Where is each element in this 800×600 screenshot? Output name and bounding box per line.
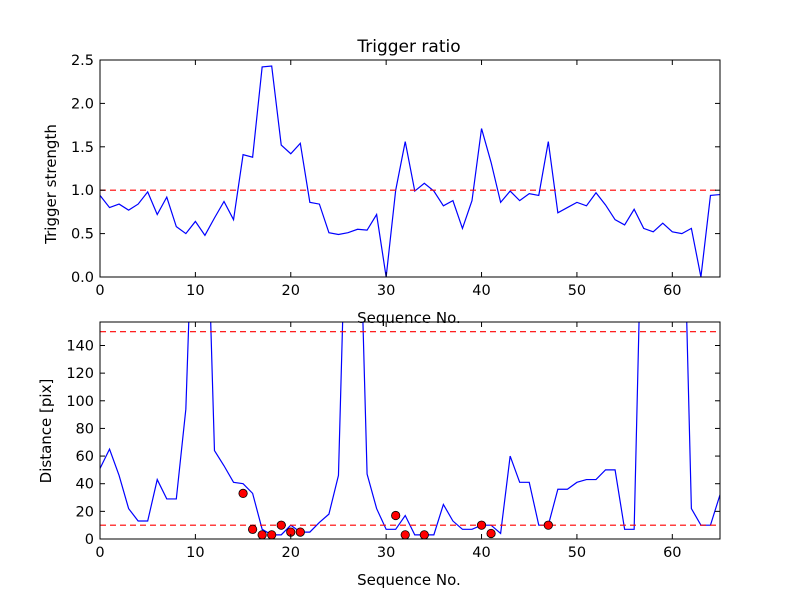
y-tick-label: 60 xyxy=(76,449,94,465)
y-tick-label: 2.5 xyxy=(71,53,94,69)
data-point xyxy=(267,530,277,539)
y-tick-label: 1.0 xyxy=(71,183,94,199)
plot-clip-group xyxy=(100,65,720,277)
y-tick-label: 0.0 xyxy=(71,270,94,286)
y-tick-label: 0.5 xyxy=(71,227,94,243)
x-tick-label: 0 xyxy=(95,283,104,299)
y-tick-label: 1.5 xyxy=(71,140,94,156)
y-tick-label: 80 xyxy=(76,421,94,437)
data-point xyxy=(476,520,487,530)
plot-clip-group xyxy=(100,322,720,539)
data-point xyxy=(486,528,496,539)
x-tick-label: 40 xyxy=(472,545,490,561)
x-axis-label: Sequence No. xyxy=(357,309,461,327)
data-point xyxy=(276,520,286,530)
x-tick-label: 10 xyxy=(186,545,204,561)
x-tick-label: 50 xyxy=(568,545,586,561)
x-tick-label: 50 xyxy=(568,283,586,299)
distance-chart: 0 10 20 30 40 50 60 0 20 40 60 80 100 120 140 Sequence… xyxy=(37,321,721,589)
x-tick-label: 20 xyxy=(282,283,300,299)
trigger-ratio-plot-area: 0 10 20 30 40 50 60 0.0 0.5 1.0 1.5 2.0 2.5 xyxy=(71,53,721,299)
x-tick-label: 0 xyxy=(95,545,104,561)
x-tick-label: 30 xyxy=(377,545,395,561)
data-point xyxy=(238,488,248,498)
data-point xyxy=(400,530,410,539)
x-tick-label: 60 xyxy=(663,545,681,561)
x-tick-label: 60 xyxy=(663,283,681,299)
y-axis-label: Distance [pix] xyxy=(37,379,55,484)
chart-title: Trigger ratio xyxy=(356,37,460,57)
y-tick-label: 20 xyxy=(76,504,94,520)
y-tick-label: 40 xyxy=(76,477,94,493)
x-tick-label: 20 xyxy=(282,545,300,561)
data-point xyxy=(248,524,258,534)
data-point xyxy=(543,520,553,530)
x-tick-label: 30 xyxy=(377,283,395,299)
x-tick-label: 40 xyxy=(472,283,490,299)
data-point xyxy=(391,510,401,521)
y-axis-label: Trigger strength xyxy=(42,124,60,245)
x-axis-label: Sequence No. xyxy=(357,571,461,589)
y-tick-label: 0 xyxy=(85,532,94,548)
data-point xyxy=(295,527,305,537)
distance-plot-area: 0 10 20 30 40 50 60 0 20 40 60 80 100 120 140 xyxy=(66,321,721,561)
data-point xyxy=(419,530,429,539)
data-point xyxy=(257,530,267,539)
y-tick-label: 120 xyxy=(66,366,94,382)
axes-frame xyxy=(99,321,721,540)
y-tick-label: 2.0 xyxy=(71,96,94,112)
y-tick-label: 100 xyxy=(66,394,94,410)
x-tick-label: 10 xyxy=(186,283,204,299)
series-line xyxy=(100,65,720,277)
y-tick-label: 140 xyxy=(66,338,94,354)
axes-frame xyxy=(99,59,721,278)
